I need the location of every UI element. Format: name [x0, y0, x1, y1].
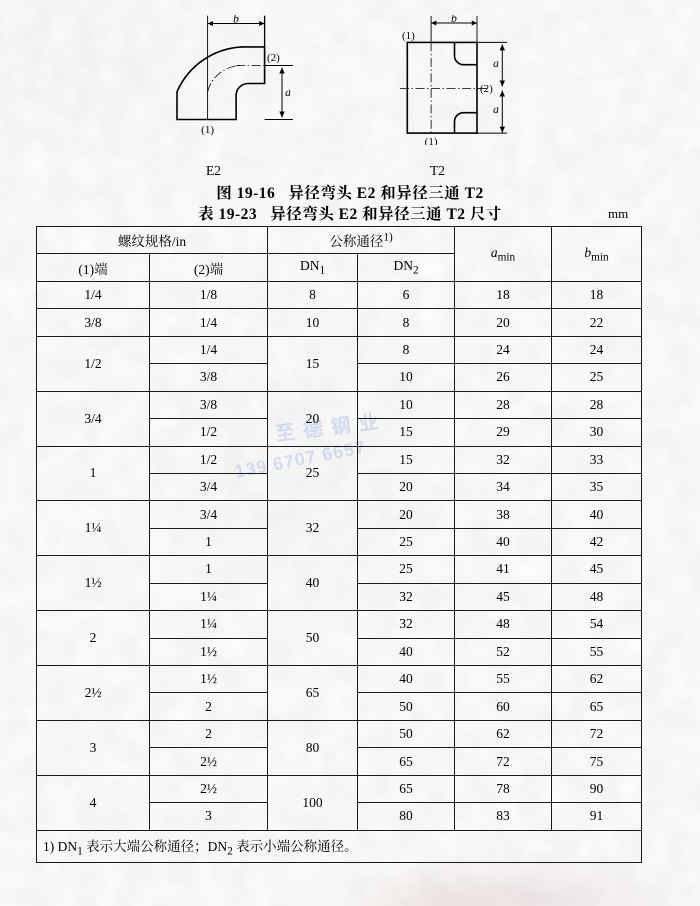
svg-text:(1): (1)	[201, 124, 214, 136]
svg-text:(2): (2)	[480, 83, 493, 95]
svg-text:(2): (2)	[267, 52, 280, 64]
svg-text:a: a	[493, 104, 499, 116]
svg-text:(1): (1)	[402, 30, 415, 42]
svg-text:a: a	[285, 87, 291, 99]
svg-text:b: b	[233, 15, 239, 26]
svg-text:b: b	[451, 15, 457, 25]
svg-text:a: a	[493, 58, 499, 70]
svg-text:(1): (1)	[425, 136, 438, 145]
